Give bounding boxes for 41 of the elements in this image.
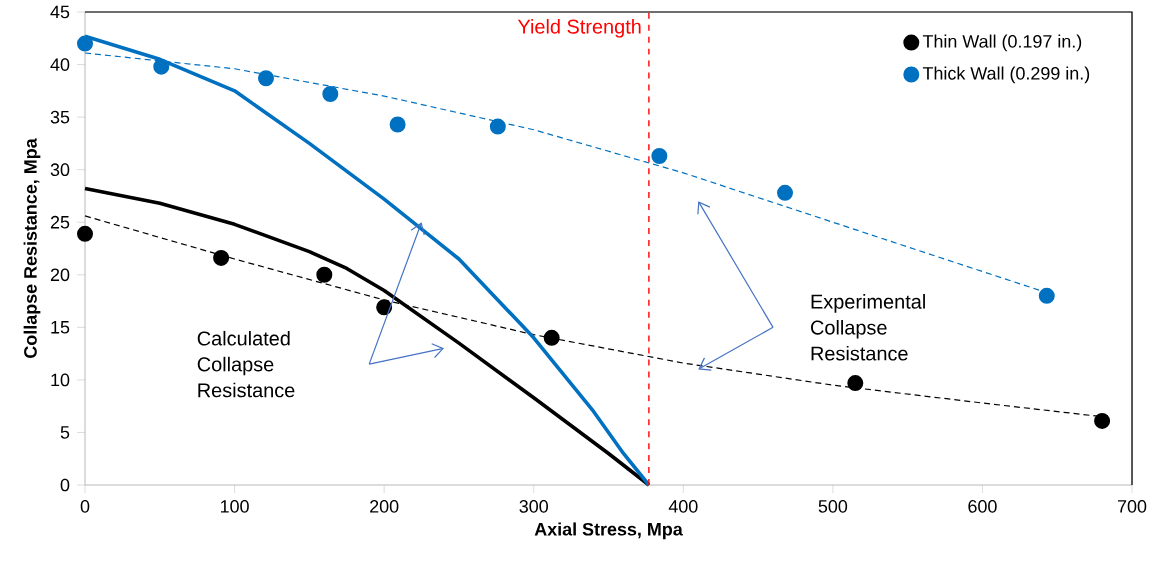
- point: [847, 375, 864, 392]
- point: [1038, 287, 1055, 304]
- point: [1094, 412, 1111, 429]
- point: [213, 249, 230, 266]
- annotation: Calculated Collapse Resistance: [197, 330, 295, 398]
- y-tick-label: 10: [51, 373, 70, 387]
- x-tick-label: 600: [968, 500, 997, 513]
- x-tick-label: 400: [668, 500, 698, 513]
- point: [777, 184, 794, 201]
- y-tick-label: 25: [50, 215, 70, 229]
- point: [322, 85, 339, 102]
- x-tick-label: 300: [519, 500, 548, 513]
- x-tick-label: 100: [221, 500, 249, 513]
- y-tick-label: 30: [50, 163, 70, 177]
- y-tick-label: 20: [50, 268, 70, 282]
- point: [543, 329, 560, 346]
- point: [77, 35, 94, 52]
- x-axis-title: Axial Stress, Mpa: [534, 522, 683, 540]
- point: [389, 116, 406, 133]
- y-axis-title: Collapse Resistance, Mpa: [23, 138, 41, 358]
- y-tick-label: 0: [60, 478, 70, 492]
- x-tick-label: 200: [370, 500, 399, 513]
- y-tick-label: 5: [60, 426, 70, 439]
- legend-label: Thin Wall (0.197 in.): [922, 34, 1082, 52]
- y-tick-label: 35: [50, 110, 70, 124]
- ref-line-label: Yield Strength: [517, 19, 641, 38]
- legend-label: Thick Wall (0.299 in.): [922, 66, 1090, 84]
- point: [376, 299, 393, 316]
- x-tick-label: 500: [818, 500, 848, 513]
- point: [77, 225, 94, 242]
- point: [651, 148, 668, 165]
- annotation: Experimental Collapse Resistance: [811, 294, 925, 361]
- x-tick-label: 0: [80, 500, 90, 513]
- y-tick-label: 45: [50, 5, 70, 19]
- y-tick-label: 15: [51, 321, 70, 334]
- point: [489, 118, 506, 135]
- x-tick-label: 700: [1117, 500, 1147, 513]
- point: [257, 70, 274, 87]
- y-tick-label: 40: [50, 58, 70, 71]
- point: [153, 58, 170, 75]
- point: [316, 266, 333, 283]
